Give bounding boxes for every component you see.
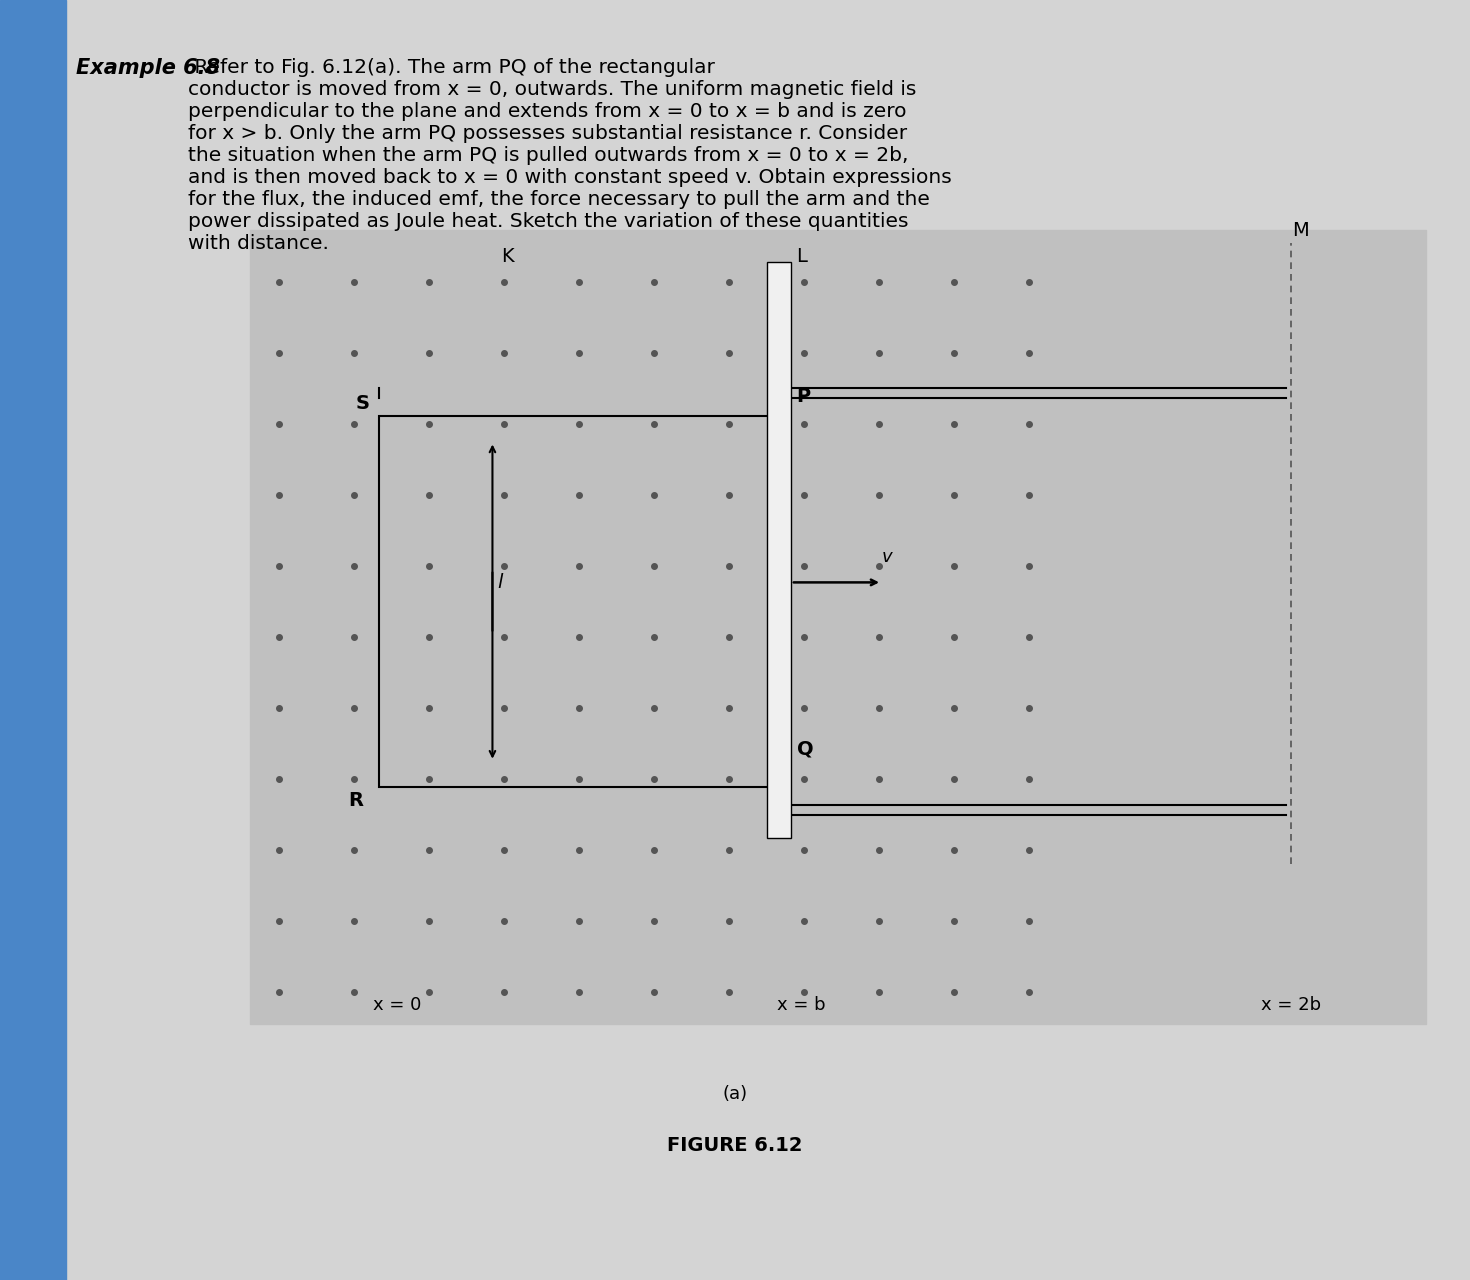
Text: (a): (a) xyxy=(722,1085,748,1103)
Text: FIGURE 6.12: FIGURE 6.12 xyxy=(667,1137,803,1155)
Bar xyxy=(767,262,791,838)
Text: R: R xyxy=(348,791,363,809)
Text: K: K xyxy=(501,247,513,265)
Text: P: P xyxy=(797,388,811,406)
Text: M: M xyxy=(1292,221,1310,239)
Bar xyxy=(379,416,779,787)
Text: L: L xyxy=(795,247,807,265)
Text: v: v xyxy=(882,548,892,566)
Text: l: l xyxy=(497,573,503,591)
Text: Q: Q xyxy=(797,740,813,758)
Bar xyxy=(0,0,66,1280)
Text: x = b: x = b xyxy=(776,996,826,1014)
Text: x = 0: x = 0 xyxy=(373,996,420,1014)
Bar xyxy=(250,230,1426,1024)
Text: Refer to Fig. 6.12(a). The arm PQ of the rectangular
conductor is moved from x =: Refer to Fig. 6.12(a). The arm PQ of the… xyxy=(188,58,953,252)
Text: Example 6.8: Example 6.8 xyxy=(76,58,220,78)
Text: x = 2b: x = 2b xyxy=(1261,996,1320,1014)
Text: S: S xyxy=(356,394,370,412)
